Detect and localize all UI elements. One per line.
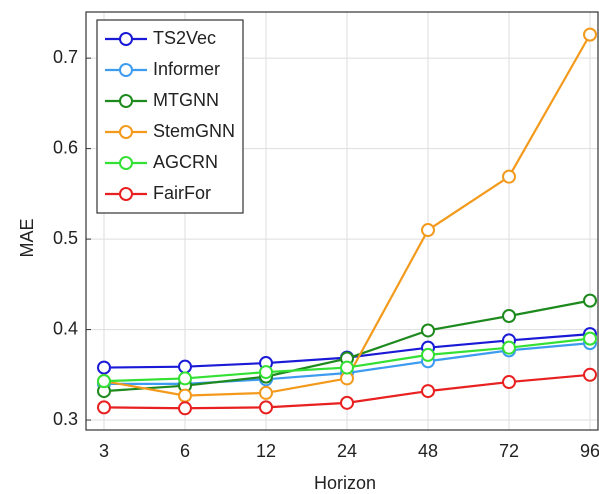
legend-label: MTGNN [153,90,219,110]
x-tick-label: 3 [99,441,109,461]
y-tick-label: 0.3 [53,409,78,429]
x-axis-label: Horizon [314,473,376,493]
legend-label: Informer [153,59,220,79]
y-tick-label: 0.7 [53,47,78,67]
point [583,367,597,382]
point [583,27,597,42]
point [421,223,435,238]
point [178,388,192,403]
x-tick-label: 24 [337,441,357,461]
legend-marker [119,32,133,46]
point [583,293,597,308]
x-tick-label: 72 [499,441,519,461]
point [421,347,435,362]
point [178,371,192,386]
legend-label: StemGNN [153,121,235,141]
legend-marker [119,125,133,139]
x-tick-label: 12 [256,441,276,461]
point [502,340,516,355]
point [178,401,192,416]
point [502,169,516,184]
point [502,309,516,323]
point [340,395,354,410]
y-tick-label: 0.4 [53,318,78,338]
legend-marker [119,94,133,108]
legend-box [96,19,244,214]
x-tick-label: 48 [418,441,438,461]
x-tick-label: 6 [180,441,190,461]
x-tick-label: 96 [580,441,599,461]
legend-marker [119,187,133,201]
point [97,374,111,389]
y-tick-label: 0.5 [53,228,78,248]
point [178,359,192,374]
plot-frame [85,11,599,431]
legend-marker [119,156,133,170]
legend-marker [119,63,133,77]
point [421,384,435,399]
point [340,360,354,375]
point [421,323,435,338]
point [259,365,273,380]
point [97,360,111,375]
legend-label: FairFor [153,183,211,203]
y-tick-label: 0.6 [53,137,78,157]
point [583,331,597,346]
point [259,400,273,415]
legend-label: AGCRN [153,152,218,172]
legend-label: TS2Vec [153,28,216,48]
y-axis-label: MAE [17,218,37,257]
point [502,375,516,390]
point [259,385,273,400]
point [97,400,111,415]
